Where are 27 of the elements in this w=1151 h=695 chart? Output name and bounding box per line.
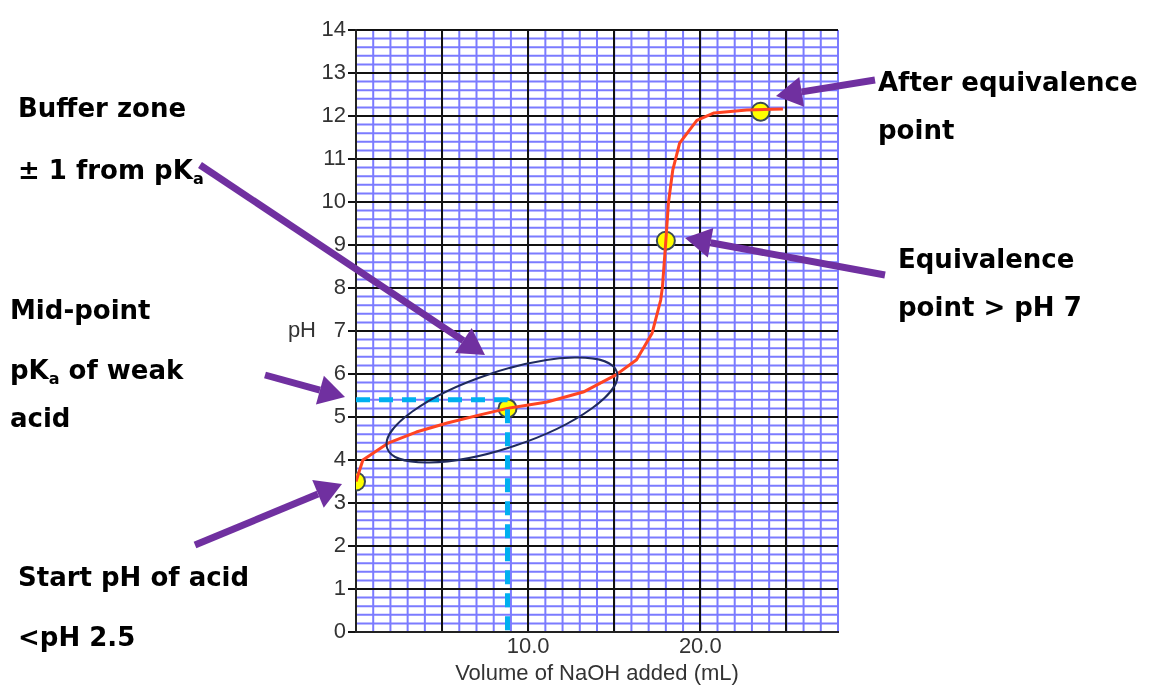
y-tick-label: 14 bbox=[321, 16, 346, 42]
x-tick-label: 10.0 bbox=[506, 633, 550, 659]
y-tick-label: 8 bbox=[333, 274, 346, 300]
y-tick-label: 3 bbox=[333, 489, 346, 515]
text: Equivalence point > pH 7 bbox=[898, 243, 1083, 324]
y-tick-label: 13 bbox=[321, 59, 346, 85]
y-tick-label: 11 bbox=[323, 145, 346, 171]
text: Start pH of acid bbox=[18, 562, 250, 592]
y-axis-title: pH bbox=[287, 317, 316, 343]
text: Mid-point bbox=[10, 294, 152, 327]
text: pK$_{a}$ of weak acid bbox=[10, 354, 185, 435]
y-tick-label: 6 bbox=[333, 360, 346, 386]
y-tick-label: 5 bbox=[333, 403, 346, 429]
y-tick-label: 2 bbox=[333, 532, 346, 558]
y-tick-label: 7 bbox=[333, 317, 346, 343]
y-tick-label: 1 bbox=[333, 575, 346, 601]
y-tick-label: 10 bbox=[321, 188, 346, 214]
text: After equivalence point bbox=[878, 66, 1139, 147]
text: ± 1 from pK$_{a}$ bbox=[18, 155, 204, 188]
text: Buffer zone bbox=[18, 93, 187, 123]
y-tick-label: 9 bbox=[333, 231, 346, 257]
y-tick-label: 0 bbox=[333, 618, 346, 644]
x-tick-label: 20.0 bbox=[678, 633, 722, 659]
y-tick-label: 4 bbox=[333, 446, 346, 472]
y-tick-label: 12 bbox=[321, 102, 346, 128]
x-axis-title: Volume of NaOH added (mL) bbox=[455, 659, 739, 685]
text: <pH 2.5 bbox=[18, 622, 136, 652]
